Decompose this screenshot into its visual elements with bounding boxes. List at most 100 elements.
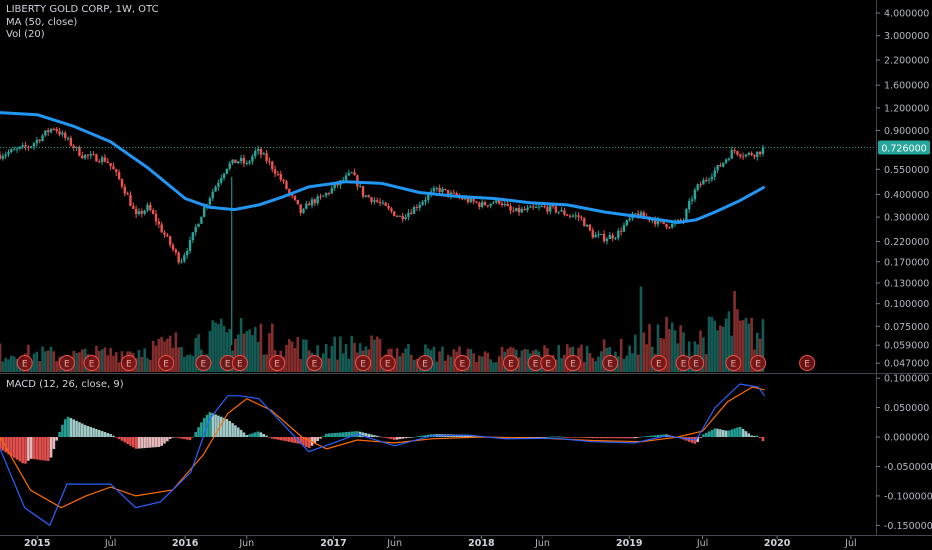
candle-body [100,157,104,163]
macd-hist-bar [92,427,95,438]
candle-body [319,196,322,198]
volume-bar [137,349,141,372]
ma-legend[interactable]: MA (50, close) [6,17,78,28]
volume-bar [265,354,268,372]
candle-body [217,182,220,187]
volume-bar [497,356,501,372]
candle-body [151,210,155,214]
candle-body [305,203,308,209]
macd-hist-bar [32,437,36,460]
macd-tick-label: -0.150000 [884,521,932,532]
candle-body [78,146,81,156]
macd-hist-bar [656,435,660,438]
macd-hist-bar [231,423,234,438]
macd-hist-bar [373,435,376,438]
candle-body [324,193,328,196]
macd-hist-bar [265,435,268,438]
last-price-badge [878,140,930,155]
price-tick-label: 0.047000 [884,359,929,370]
candle-body [625,220,629,226]
candle-body [560,210,563,212]
macd-hist-bar [418,435,422,438]
macd-hist-bar [696,437,700,442]
candle-body [61,132,64,135]
candle-body [702,180,705,185]
volume-bar [744,317,748,372]
volume-bar [585,345,589,372]
macd-hist-bar [177,437,180,439]
macd-hist-bar [137,437,141,449]
earnings-label: E [533,360,539,370]
volume-bar [441,346,444,372]
macd-hist-bar [282,437,285,441]
macd-hist-bar [219,416,223,438]
macd-hist-bar [353,431,356,438]
macd-hist-bar [619,437,623,439]
candle-body [64,132,67,138]
candle-body [393,211,396,217]
volume-bar [648,324,651,372]
symbol-title[interactable]: LIBERTY GOLD CORP, 1W, OTC [6,4,159,15]
volume-bar [617,356,620,372]
macd-hist-bar [248,434,251,438]
volume-bar [373,339,376,372]
macd-hist-bar [634,437,637,439]
volume-bar [38,361,42,372]
candle-body [384,202,387,206]
volume-bar [721,326,725,372]
macd-hist-bar [387,437,390,439]
volume-bar [287,339,291,372]
macd-hist-bar [132,437,135,448]
macd-hist-bar [66,416,70,438]
candle-body [492,202,495,204]
volume-bar [401,352,405,372]
candle-body [387,205,390,209]
candle-body [225,168,229,174]
candle-body [234,159,237,164]
volume-bar [631,353,634,372]
earnings-marker [564,355,581,371]
macd-hist-bar [273,437,277,440]
volume-legend[interactable]: Vol (20) [6,29,45,40]
volume-bar [710,317,714,372]
volume-bar [500,346,504,372]
macd-hist-bar [344,432,348,438]
macd-hist-bar [463,434,467,438]
candle-body [154,213,158,222]
macd-hist-bar [651,435,654,438]
candle-body [747,152,750,155]
earnings-marker [454,355,471,371]
candle-body [591,230,594,238]
macd-hist-bar [117,437,121,440]
macd-hist-bar [704,432,708,438]
candle-body [115,169,118,173]
candle-body [166,234,169,237]
volume-bar [526,349,529,372]
volume-bar [659,338,663,372]
candle-body [177,252,180,263]
earnings-label: E [656,360,662,370]
price-tick-label: 0.900000 [884,126,929,137]
macd-hist-bar [270,437,274,439]
macd-tick-label: 0.100000 [884,374,929,385]
macd-legend[interactable]: MACD (12, 26, close, 9) [6,379,124,390]
volume-bar [407,343,410,372]
earnings-marker [158,355,175,371]
volume-bar [727,311,731,372]
volume-bar [49,346,53,372]
macd-hist-bar [49,437,53,458]
volume-bar [157,338,161,372]
macd-hist-bar [55,437,59,441]
macd-hist-bar [390,437,393,440]
candle-body [245,163,248,165]
volume-bar [679,325,683,372]
price-tick-label: 3.000000 [884,31,929,42]
macd-hist-bar [18,437,22,462]
candle-body [134,208,138,215]
macd-hist-bar [730,429,734,438]
candle-body [628,218,631,221]
macd-hist-bar [631,437,634,439]
macd-hist-bar [293,437,297,443]
volume-bar [208,330,212,372]
